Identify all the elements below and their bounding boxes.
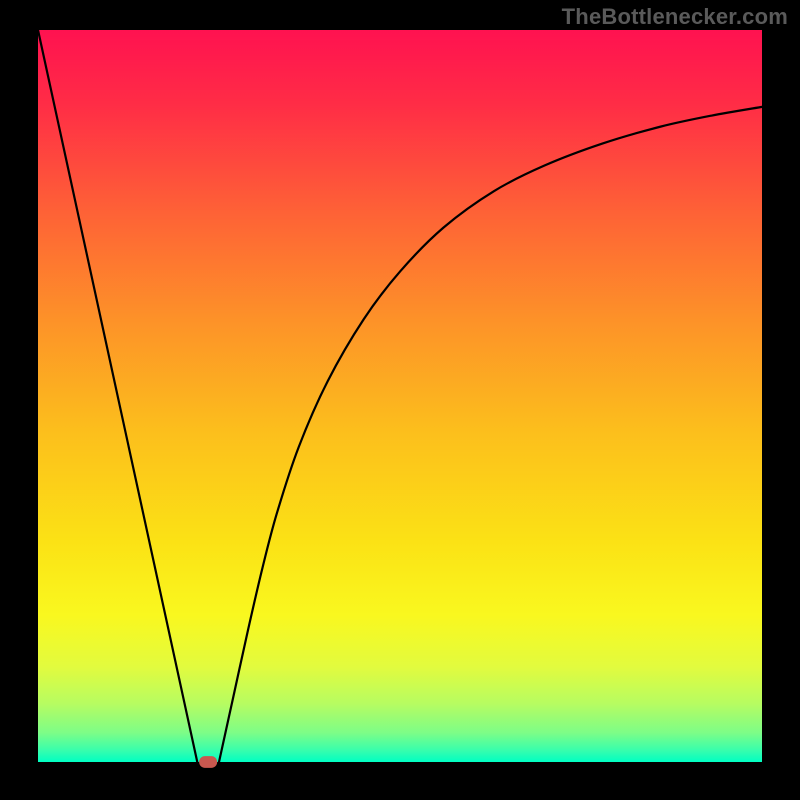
chart-container: { "watermark": { "text": "TheBottlenecke… bbox=[0, 0, 800, 800]
watermark-text: TheBottlenecker.com bbox=[562, 4, 788, 30]
optimal-marker bbox=[199, 756, 217, 768]
bottleneck-chart bbox=[0, 0, 800, 800]
plot-background-gradient bbox=[38, 30, 762, 762]
